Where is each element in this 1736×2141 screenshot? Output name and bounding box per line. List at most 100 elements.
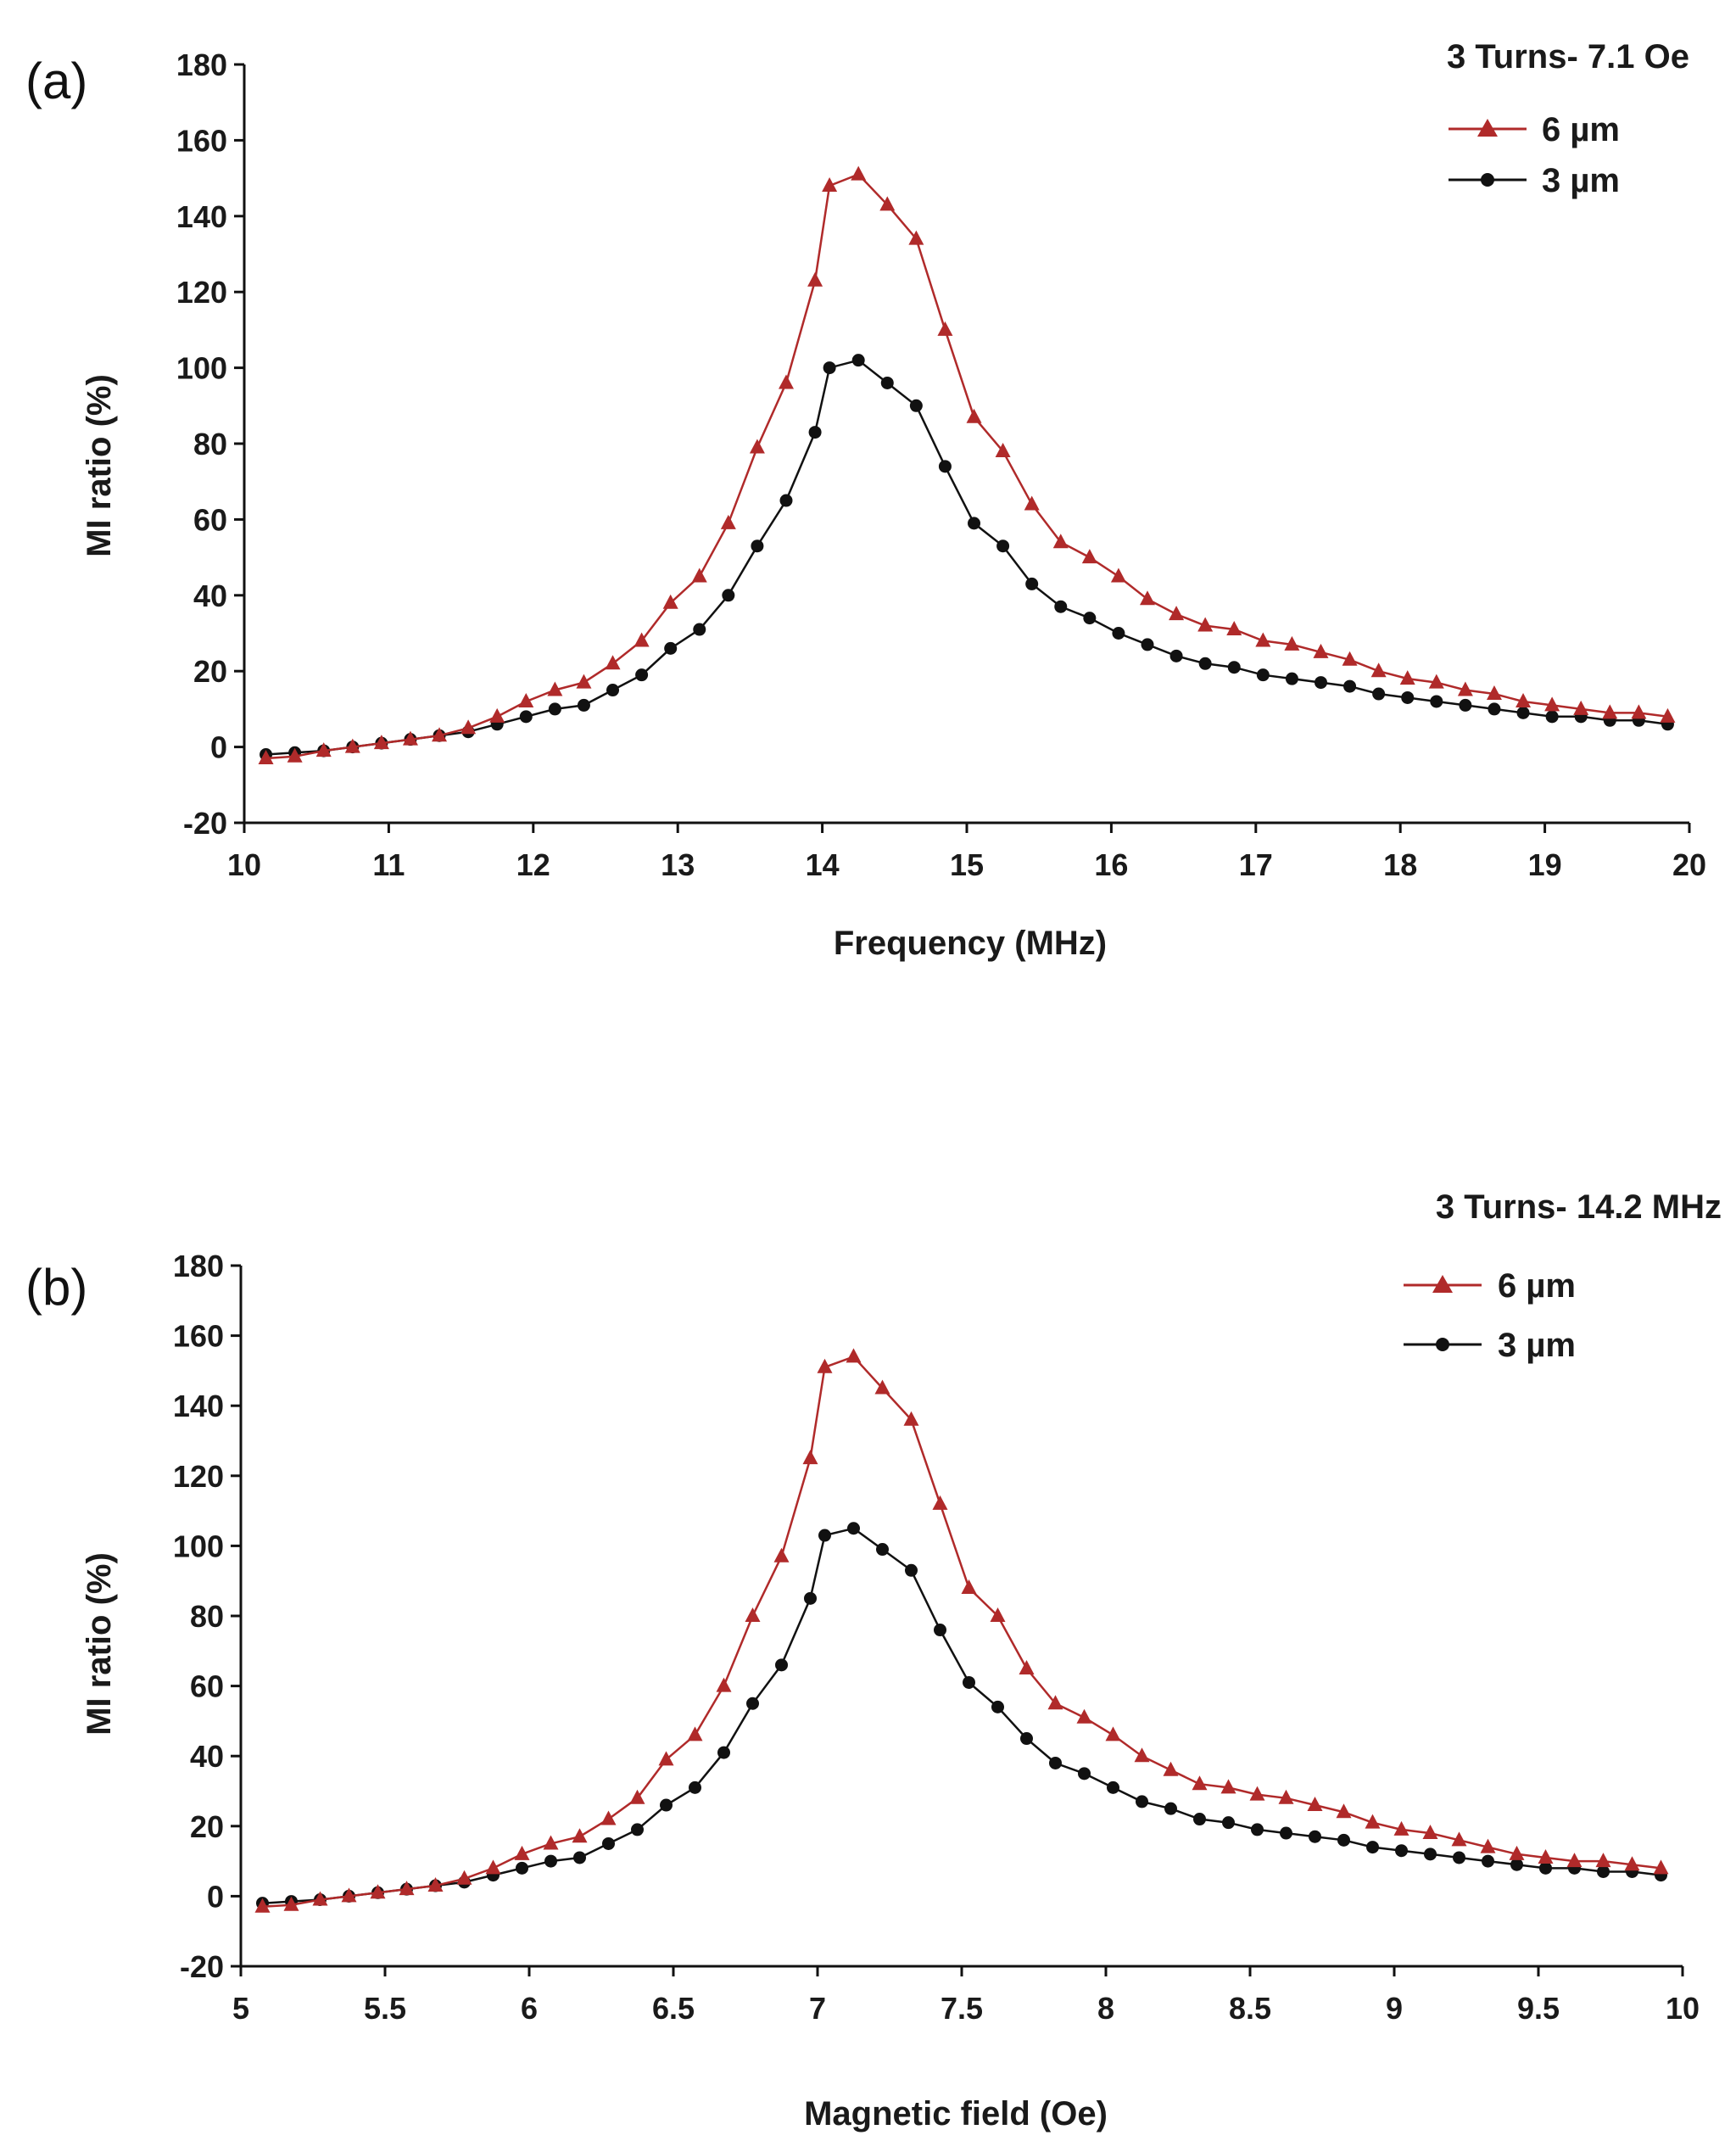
y-axis-title-a: MI ratio (%) <box>81 374 118 557</box>
data-point-3um <box>934 1624 946 1637</box>
y-tick-label: 20 <box>190 1809 224 1844</box>
data-point-3um <box>602 1836 615 1850</box>
y-tick-label: 60 <box>193 502 227 537</box>
x-tick-label: 16 <box>1094 847 1128 882</box>
data-point-3um <box>1401 690 1415 704</box>
y-tick-label: 20 <box>193 654 227 689</box>
data-point-6um <box>629 1789 645 1804</box>
y-tick-label: 100 <box>176 351 227 386</box>
data-point-3um <box>991 1700 1004 1713</box>
data-point-6um <box>995 442 1011 457</box>
data-point-3um <box>1049 1756 1062 1769</box>
y-tick-label: 40 <box>193 579 227 613</box>
data-point-6um <box>1480 1838 1496 1853</box>
data-point-6um <box>990 1607 1006 1622</box>
legend-label-6um-a: 6 µm <box>1542 111 1620 148</box>
data-point-3um <box>516 1861 528 1875</box>
data-point-3um <box>664 641 678 655</box>
x-tick-label: 10 <box>1666 1991 1700 2026</box>
legend-marker-3um-a <box>1481 173 1494 187</box>
data-point-6um <box>749 439 765 454</box>
data-point-6um <box>1631 704 1647 719</box>
data-point-6um <box>344 738 360 753</box>
data-point-6um <box>1019 1659 1035 1674</box>
data-point-6um <box>1226 621 1242 636</box>
x-tick-label: 9 <box>1386 1991 1403 2026</box>
data-point-3um <box>775 1658 788 1672</box>
data-point-6um <box>514 1845 530 1860</box>
data-point-3um <box>876 1543 889 1557</box>
data-point-3um <box>818 1529 831 1542</box>
data-point-3um <box>1424 1848 1437 1861</box>
data-point-6um <box>716 1677 732 1692</box>
data-point-6um <box>1220 1779 1236 1794</box>
data-point-6um <box>600 1810 617 1825</box>
data-point-3um <box>1256 668 1270 682</box>
data-point-3um <box>1337 1833 1350 1847</box>
panel-label-a: (a) <box>25 53 87 109</box>
condition-label-b: 3 Turns- 14.2 MHz <box>1436 1188 1722 1226</box>
data-point-3um <box>1107 1780 1119 1794</box>
data-point-3um <box>606 684 620 697</box>
x-tick-label: 5 <box>232 1991 249 2026</box>
data-point-3um <box>1459 698 1472 712</box>
data-point-6um <box>879 196 896 211</box>
legend-label-3um-a: 3 µm <box>1542 162 1620 199</box>
data-point-6um <box>1047 1695 1063 1710</box>
data-point-6um <box>427 1877 444 1892</box>
data-point-6um <box>312 1891 328 1906</box>
data-point-3um <box>1164 1802 1177 1815</box>
data-point-3um <box>1222 1816 1235 1830</box>
y-tick-label: 80 <box>190 1599 224 1634</box>
data-point-6um <box>1457 681 1473 696</box>
data-point-3um <box>804 1591 817 1605</box>
data-point-3um <box>851 354 865 367</box>
data-point-6um <box>543 1835 559 1850</box>
x-tick-label: 11 <box>372 847 405 882</box>
data-point-3um <box>968 517 981 530</box>
condition-label-a: 3 Turns- 7.1 Oe <box>1447 38 1689 75</box>
data-point-3um <box>1545 710 1559 724</box>
data-point-6um <box>1076 1708 1092 1724</box>
data-point-3um <box>880 376 894 389</box>
series-line-3um-a <box>265 359 1668 756</box>
data-point-6um <box>691 567 707 583</box>
data-point-3um <box>548 702 561 716</box>
data-point-3um <box>1366 1841 1379 1854</box>
data-point-3um <box>1395 1844 1408 1858</box>
data-point-6um <box>802 1450 818 1465</box>
x-tick-label: 15 <box>950 847 984 882</box>
data-point-6um <box>1428 674 1444 689</box>
y-tick-label: -20 <box>180 1949 224 1984</box>
y-tick-label: 180 <box>173 1249 224 1283</box>
data-point-6um <box>432 727 448 742</box>
data-point-3um <box>1054 600 1068 613</box>
data-point-3um <box>1510 1858 1523 1871</box>
data-point-6um <box>658 1751 674 1766</box>
data-point-6um <box>1140 590 1155 606</box>
data-point-3um <box>1198 657 1212 670</box>
data-point-6um <box>687 1726 703 1741</box>
data-point-3um <box>1453 1851 1465 1864</box>
data-point-3um <box>544 1854 557 1868</box>
data-point-3um <box>722 589 735 602</box>
data-point-3um <box>1488 702 1501 716</box>
data-point-3um <box>779 494 793 507</box>
data-point-3um <box>1314 676 1327 690</box>
series-line-6um-b <box>262 1355 1661 1909</box>
data-point-6um <box>402 730 418 746</box>
legend-marker-6um-a <box>1477 119 1498 137</box>
data-point-6um <box>937 321 953 336</box>
data-point-6um <box>1399 670 1415 685</box>
y-tick-label: 120 <box>176 275 227 310</box>
data-point-6um <box>966 408 982 423</box>
data-point-3um <box>808 426 822 439</box>
data-point-6um <box>547 681 563 696</box>
data-point-6um <box>456 1870 472 1885</box>
y-tick-label: 100 <box>173 1529 224 1563</box>
y-tick-label: 0 <box>210 730 227 765</box>
data-point-6um <box>1538 1848 1554 1864</box>
data-point-6um <box>822 177 838 193</box>
y-tick-label: 60 <box>190 1669 224 1704</box>
data-point-6um <box>662 594 678 609</box>
